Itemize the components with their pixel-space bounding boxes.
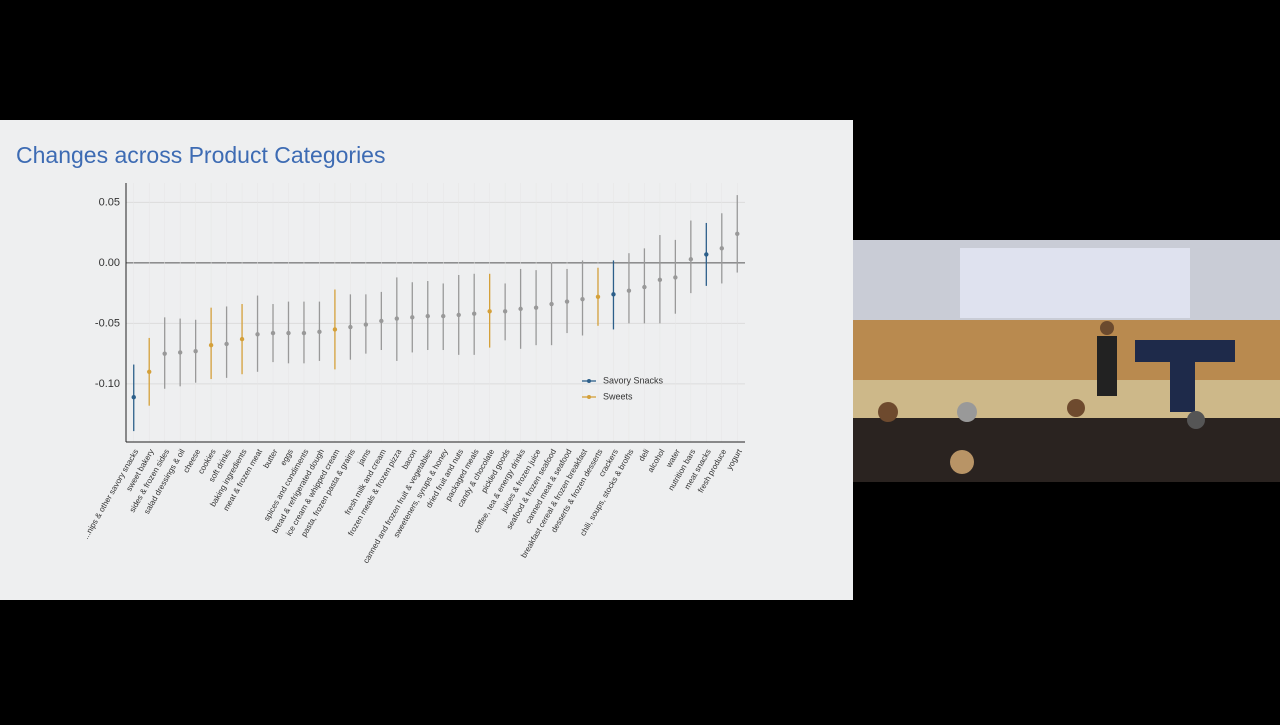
point: [719, 246, 724, 251]
point: [580, 296, 585, 302]
point: [147, 369, 152, 375]
point: [471, 311, 477, 316]
point: [239, 336, 245, 342]
camera-view: [853, 240, 1280, 482]
point: [441, 313, 446, 319]
point: [704, 252, 709, 257]
audience: [853, 418, 1280, 482]
audience-head: [1067, 399, 1085, 417]
screen-projection: [960, 248, 1190, 318]
y-tick-label: 0.00: [99, 257, 120, 269]
point: [456, 312, 461, 318]
point: [255, 332, 260, 337]
point: [208, 342, 214, 348]
y-tick-label: -0.05: [95, 317, 120, 329]
point: [487, 309, 492, 314]
point: [332, 327, 338, 332]
point: [410, 315, 415, 320]
point: [348, 324, 353, 330]
point: [657, 277, 663, 283]
point: [688, 257, 694, 262]
point: [301, 330, 307, 336]
point: [611, 292, 616, 297]
legend-label: Sweets: [603, 391, 633, 401]
point: [533, 305, 539, 310]
point: [502, 309, 508, 314]
point: [735, 231, 740, 237]
point: [595, 294, 601, 299]
audience-head: [957, 402, 977, 422]
point: [564, 299, 570, 304]
podium-stand: [1170, 362, 1195, 412]
slide: [0, 120, 853, 600]
point: [518, 306, 523, 312]
legend-dot: [587, 395, 591, 399]
point: [425, 313, 430, 319]
point: [642, 284, 647, 290]
podium: [1135, 340, 1235, 362]
point: [162, 351, 167, 356]
chart-title: Changes across Product Categories: [16, 142, 385, 168]
point: [673, 275, 678, 280]
point: [224, 341, 229, 347]
point: [177, 350, 183, 355]
stage-floor: [853, 380, 1280, 420]
point: [363, 322, 369, 327]
y-tick-label: 0.05: [99, 196, 120, 208]
legend-label: Savory Snacks: [603, 375, 664, 385]
point: [193, 349, 198, 354]
speaker-head: [1100, 321, 1114, 335]
point: [131, 395, 136, 400]
audience-head: [1187, 411, 1205, 429]
speaker-body: [1097, 336, 1117, 396]
audience-head: [950, 450, 974, 474]
y-tick-label: -0.10: [95, 378, 120, 390]
point: [286, 330, 291, 336]
point: [626, 288, 632, 293]
point: [394, 316, 400, 321]
audience-head: [878, 402, 898, 422]
point: [379, 318, 384, 324]
legend-dot: [587, 379, 591, 383]
point: [317, 329, 322, 335]
point: [270, 330, 276, 336]
point: [549, 301, 554, 307]
